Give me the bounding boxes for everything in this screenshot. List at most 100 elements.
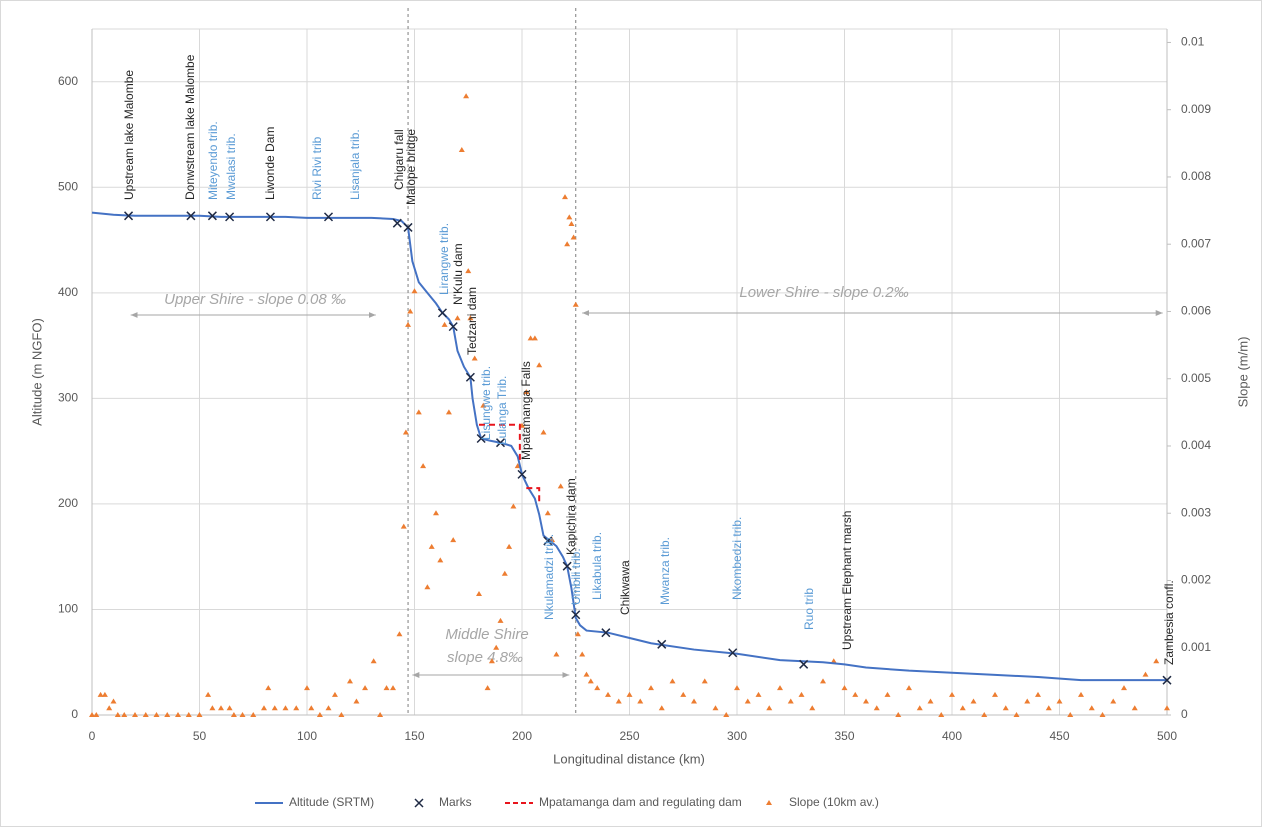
slope-point xyxy=(370,658,377,664)
slope-point xyxy=(293,705,300,711)
mark xyxy=(465,372,475,382)
slope-point xyxy=(938,712,945,717)
slope-point xyxy=(316,712,323,717)
slope-point xyxy=(981,712,988,717)
slope-point xyxy=(132,712,138,717)
slope-point xyxy=(583,671,590,677)
annotation: Mpatamanga Falls xyxy=(519,361,533,460)
slope-point xyxy=(949,691,955,697)
slope-point xyxy=(579,651,586,657)
annotation: Chigaru fall xyxy=(392,129,406,190)
slope-point xyxy=(1013,712,1020,717)
slope-point xyxy=(347,678,353,684)
slope-point xyxy=(1110,698,1117,704)
slope-point xyxy=(353,698,360,704)
region-label: Upper Shire - slope 0.08 ‰ xyxy=(164,291,346,308)
annotation: Rivi Rivi trib xyxy=(310,136,324,200)
slope-point xyxy=(734,685,740,691)
slope-point xyxy=(566,214,573,220)
slope-point xyxy=(153,712,160,717)
slope-point xyxy=(658,705,665,711)
slope-point xyxy=(959,705,966,711)
slope-point xyxy=(1164,705,1170,711)
slope-point xyxy=(424,584,431,590)
mark xyxy=(124,211,134,221)
annotation: Malope bridge xyxy=(404,129,418,205)
slope-point xyxy=(121,712,128,717)
annotation: Donwstream lake Malombe xyxy=(183,54,197,200)
slope-point xyxy=(798,691,805,697)
mark xyxy=(403,222,413,232)
slope-point xyxy=(205,691,212,697)
slope-point xyxy=(106,705,113,711)
slope-point xyxy=(471,355,478,361)
slope-point xyxy=(271,705,278,711)
slope-point xyxy=(501,570,508,576)
slope-point xyxy=(916,705,923,711)
slope-point xyxy=(428,543,435,549)
slope-point xyxy=(691,698,697,704)
region-label: Middle Shire xyxy=(445,626,528,643)
slope-point xyxy=(852,691,859,697)
slope-point xyxy=(1078,691,1084,697)
slope-point xyxy=(809,705,816,711)
slope-point xyxy=(304,685,310,691)
mark xyxy=(437,308,447,318)
y-tick-label: 300 xyxy=(58,391,78,405)
slope-point xyxy=(383,685,390,691)
mark xyxy=(543,536,553,546)
slope-point xyxy=(523,389,530,395)
slope-point xyxy=(97,691,104,697)
mark xyxy=(799,659,809,669)
slope-point xyxy=(594,685,601,691)
slope-point xyxy=(830,658,837,664)
slope-point xyxy=(1035,691,1041,697)
dam-line xyxy=(526,487,541,504)
slope-point xyxy=(777,685,783,691)
slope-point xyxy=(723,712,730,717)
slope-point xyxy=(463,93,470,99)
slope-point xyxy=(744,698,751,704)
slope-point xyxy=(196,712,203,717)
slope-point xyxy=(101,691,108,697)
mark xyxy=(323,212,334,222)
slope-point xyxy=(1067,712,1074,717)
legend-label: Altitude (SRTM) xyxy=(289,795,374,809)
slope-point xyxy=(712,705,719,711)
slope-point xyxy=(480,402,487,408)
mark xyxy=(186,211,196,221)
annotation: Lisanjala trib. xyxy=(348,129,362,200)
slope-point xyxy=(226,705,233,711)
slope-point xyxy=(407,308,414,314)
slope-point xyxy=(400,523,407,529)
slope-point xyxy=(755,691,762,697)
slope-point xyxy=(454,315,461,321)
slope-point xyxy=(308,705,315,711)
slope-point xyxy=(701,678,708,684)
slope-point xyxy=(209,705,216,711)
slope-point xyxy=(562,194,568,200)
x-tick-label: 450 xyxy=(1049,729,1069,743)
annotation: Zambesia confl. xyxy=(1162,580,1176,665)
slope-point xyxy=(531,335,538,341)
slope-point xyxy=(680,691,687,697)
y2-tick-label: 0.008 xyxy=(1181,169,1211,183)
legend-swatch xyxy=(414,798,424,808)
x-tick-label: 50 xyxy=(193,729,207,743)
mark xyxy=(392,218,402,228)
slope-point xyxy=(484,685,491,691)
slope-point xyxy=(110,698,117,704)
annotation: Chikwawa xyxy=(618,560,632,615)
slope-point xyxy=(553,651,560,657)
slope-point xyxy=(570,234,577,240)
slope-point xyxy=(637,698,644,704)
annotation: Ruo trib xyxy=(802,588,816,630)
slope-point xyxy=(1002,705,1009,711)
annotation: Upstream Elephant marsh xyxy=(840,511,854,650)
mark xyxy=(495,438,506,448)
mark xyxy=(448,322,458,332)
slope-point xyxy=(261,705,267,711)
y2-tick-label: 0.009 xyxy=(1181,102,1211,116)
